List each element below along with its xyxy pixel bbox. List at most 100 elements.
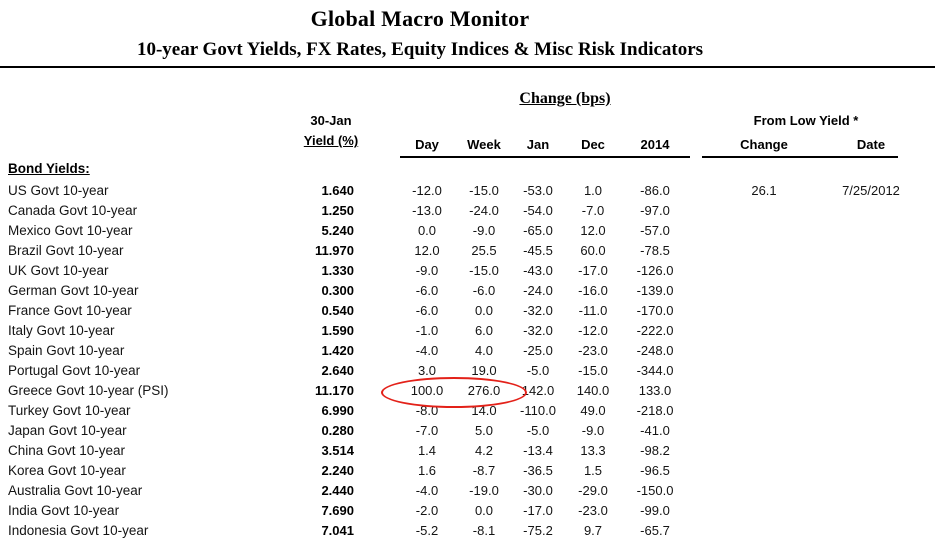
cell-yield: 2.640 [321, 363, 354, 378]
table-row: Turkey Govt 10-year 6.990 -8.0 14.0 -110.0 49… [0, 401, 935, 421]
cell-low_date: 7/25/2012 [842, 183, 900, 198]
table-row: Australia Govt 10-year 2.440 -4.0 -19.0 -30.… [0, 481, 935, 501]
cell-low_change: 26.1 [751, 183, 777, 198]
cell-low_date [821, 461, 921, 481]
cell-week: -15.0 [469, 183, 499, 198]
cell-yield: 6.990 [321, 403, 354, 418]
cell-jan: -45.5 [523, 243, 553, 258]
cell-week: 6.0 [474, 323, 494, 338]
cell-week: 25.5 [471, 243, 497, 258]
cell-low_change [714, 221, 814, 241]
cell-low_date [821, 481, 921, 501]
cell-jan: -24.0 [523, 283, 553, 298]
cell-y2014: -139.0 [636, 283, 674, 298]
cell-jan: -5.0 [526, 363, 550, 378]
section-label-bond-yields: Bond Yields: [8, 161, 90, 176]
table-row: China Govt 10-year 3.514 1.4 4.2 -13.4 13.3 -9… [0, 441, 935, 461]
cell-dec: 9.7 [583, 523, 603, 538]
page-title: Global Macro Monitor [310, 6, 530, 31]
cell-day: -12.0 [412, 183, 442, 198]
col-header-jan: Jan [526, 137, 550, 152]
cell-name: Indonesia Govt 10-year [8, 523, 149, 538]
cell-week: 4.2 [474, 443, 494, 458]
cell-day: -6.0 [415, 283, 439, 298]
cell-low_change [714, 261, 814, 281]
cell-dec: 60.0 [580, 243, 606, 258]
cell-jan: -36.5 [523, 463, 553, 478]
cell-low_date [821, 321, 921, 341]
cell-yield: 3.514 [321, 443, 354, 458]
cell-dec: -15.0 [578, 363, 608, 378]
cell-yield: 0.280 [321, 423, 354, 438]
cell-day: 12.0 [414, 243, 440, 258]
cell-low_change [714, 281, 814, 301]
cell-dec: 140.0 [576, 383, 610, 398]
cell-week: 14.0 [471, 403, 497, 418]
cell-dec: -11.0 [578, 303, 608, 318]
cell-dec: -23.0 [578, 503, 608, 518]
cell-jan: -32.0 [523, 323, 553, 338]
cell-low_change [714, 461, 814, 481]
cell-jan: -75.2 [523, 523, 553, 538]
cell-low_date [821, 281, 921, 301]
cell-name: China Govt 10-year [8, 443, 126, 458]
cell-yield: 1.640 [321, 183, 354, 198]
from-low-group-underline [702, 156, 898, 158]
table-row: Brazil Govt 10-year 11.970 12.0 25.5 -45.5 60… [0, 241, 935, 261]
cell-yield: 5.240 [321, 223, 354, 238]
cell-dec: -7.0 [581, 203, 605, 218]
cell-week: -8.1 [472, 523, 496, 538]
cell-low_date [821, 421, 921, 441]
table-row: Spain Govt 10-year 1.420 -4.0 4.0 -25.0 -23.0… [0, 341, 935, 361]
cell-day: 0.0 [417, 223, 437, 238]
cell-name: Korea Govt 10-year [8, 463, 126, 478]
cell-dec: -17.0 [578, 263, 608, 278]
cell-week: 19.0 [471, 363, 497, 378]
cell-jan: -13.4 [523, 443, 553, 458]
cell-dec: 49.0 [580, 403, 606, 418]
table-row: Portugal Govt 10-year 2.640 3.0 19.0 -5.0 -15… [0, 361, 935, 381]
cell-week: -19.0 [469, 483, 499, 498]
cell-y2014: -248.0 [636, 343, 674, 358]
cell-low_change [714, 201, 814, 221]
table-row: Indonesia Govt 10-year 7.041 -5.2 -8.1 -75.2… [0, 521, 935, 541]
cell-y2014: 133.0 [638, 383, 672, 398]
cell-jan: -25.0 [523, 343, 553, 358]
cell-y2014: -126.0 [636, 263, 674, 278]
bond-yields-table: US Govt 10-year 1.640 -12.0 -15.0 -53.0 1.0 -8… [0, 181, 935, 541]
table-row: Mexico Govt 10-year 5.240 0.0 -9.0 -65.0 12.0… [0, 221, 935, 241]
cell-dec: 12.0 [580, 223, 606, 238]
table-row: Greece Govt 10-year (PSI) 11.170 100.0 276.… [0, 381, 935, 401]
cell-day: -4.0 [415, 483, 439, 498]
col-header-low-date: Date [856, 137, 886, 152]
cell-low_date [821, 521, 921, 541]
cell-day: 1.6 [417, 463, 437, 478]
cell-yield: 11.170 [314, 383, 354, 398]
col-header-day: Day [415, 137, 439, 152]
cell-low_change [714, 301, 814, 321]
cell-day: -2.0 [415, 503, 439, 518]
cell-name: Greece Govt 10-year (PSI) [8, 383, 169, 398]
cell-low_change [714, 481, 814, 501]
cell-week: 0.0 [474, 303, 494, 318]
cell-y2014: -99.0 [640, 503, 670, 518]
cell-day: -5.2 [415, 523, 439, 538]
cell-week: -8.7 [472, 463, 496, 478]
cell-day: -7.0 [415, 423, 439, 438]
cell-day: -8.0 [415, 403, 439, 418]
table-row: UK Govt 10-year 1.330 -9.0 -15.0 -43.0 -17.0 -… [0, 261, 935, 281]
cell-day: -6.0 [415, 303, 439, 318]
cell-week: -24.0 [469, 203, 499, 218]
cell-day: -1.0 [415, 323, 439, 338]
cell-y2014: -41.0 [640, 423, 670, 438]
cell-name: France Govt 10-year [8, 303, 132, 318]
cell-jan: -54.0 [523, 203, 553, 218]
table-row: Canada Govt 10-year 1.250 -13.0 -24.0 -54.0 -… [0, 201, 935, 221]
cell-low_change [714, 381, 814, 401]
report-header: Global Macro Monitor 10-year Govt Yields… [0, 0, 840, 61]
cell-low_change [714, 421, 814, 441]
cell-low_change [714, 441, 814, 461]
cell-dec: -29.0 [578, 483, 608, 498]
cell-week: 5.0 [474, 423, 494, 438]
cell-dec: 1.0 [583, 183, 603, 198]
